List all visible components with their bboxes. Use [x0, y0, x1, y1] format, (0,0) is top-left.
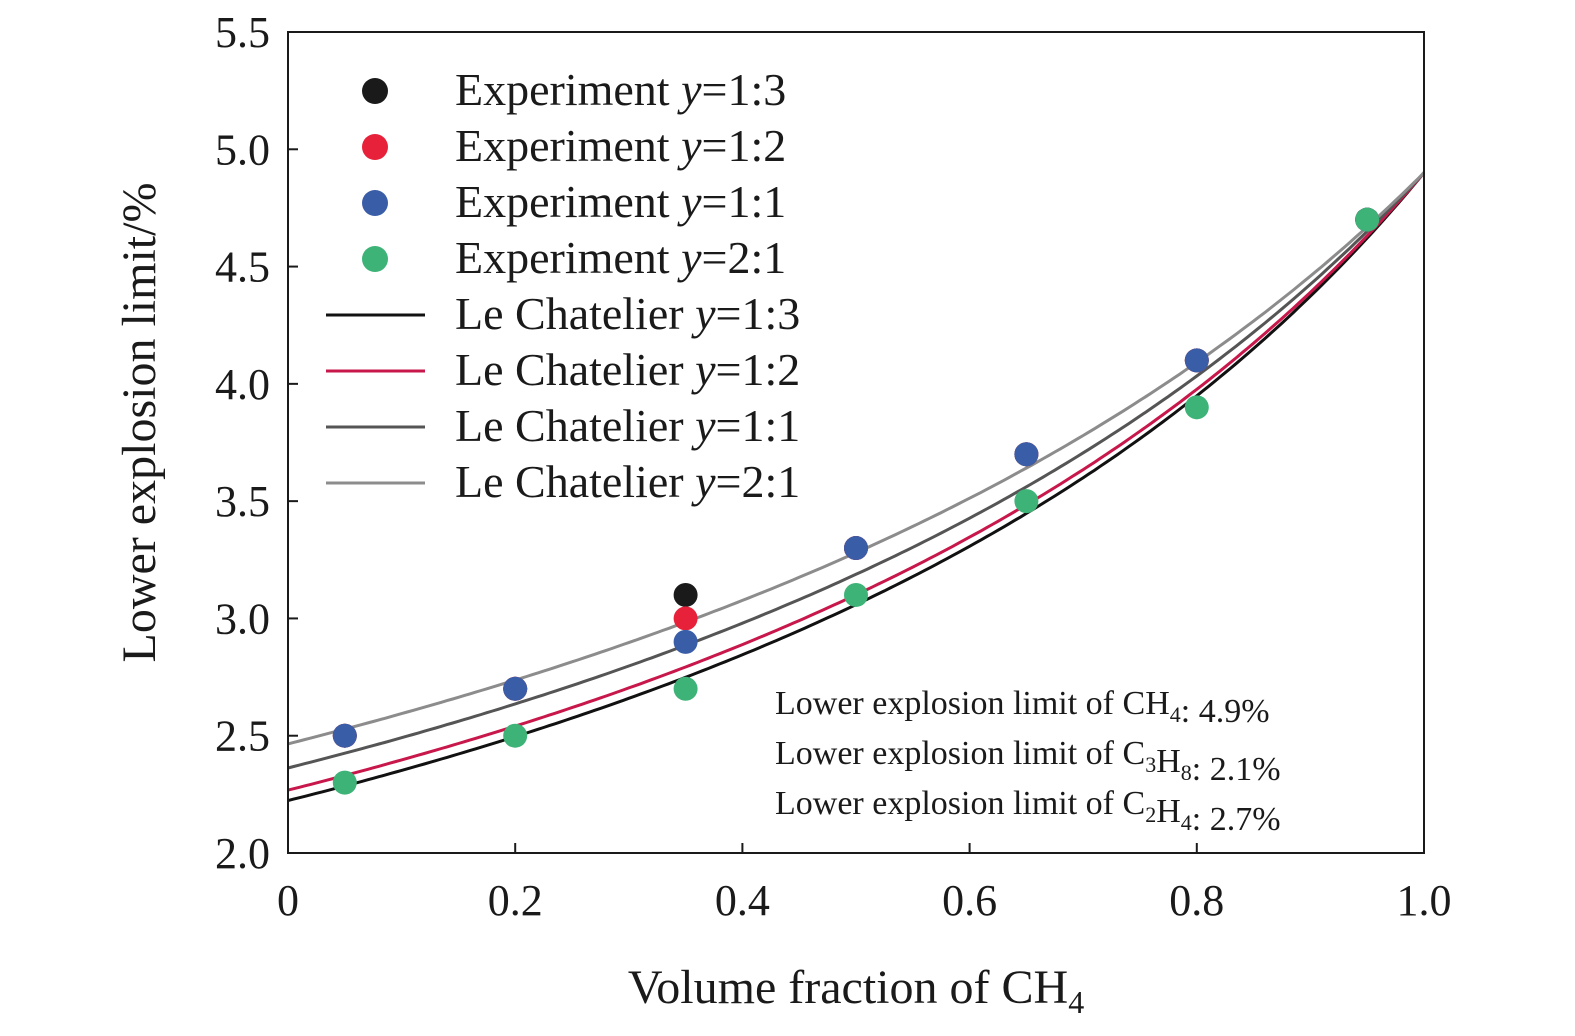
x-tick-label: 0.6	[942, 876, 997, 925]
x-axis-label-main: Volume fraction of CH	[628, 961, 1068, 1014]
annotation-text: Lower explosion limit of C3H8: 2.1%	[775, 735, 1281, 788]
legend-label: Experiment y=1:2	[455, 120, 786, 171]
data-point	[1014, 442, 1039, 467]
x-tick-label: 1.0	[1397, 876, 1452, 925]
legend-label: Experiment y=2:1	[455, 232, 786, 283]
data-point	[503, 676, 528, 701]
data-point	[844, 582, 868, 607]
legend-marker	[362, 246, 388, 272]
data-point	[1184, 348, 1209, 373]
model-curve	[287, 171, 1426, 770]
y-axis-label: Lower explosion limit/%	[113, 183, 166, 663]
plot-frame	[287, 31, 1425, 854]
legend-marker	[362, 134, 388, 160]
y-tick-label: 2.0	[215, 829, 270, 878]
data-point	[503, 723, 528, 748]
legend-marker	[362, 78, 388, 104]
legend-label: Experiment y=1:1	[455, 176, 786, 227]
legend-marker	[362, 190, 388, 216]
experiment-points	[332, 207, 1380, 795]
annotation-text: Lower explosion limit of CH4: 4.9%	[775, 685, 1270, 730]
y-tick-label: 4.0	[215, 360, 270, 409]
legend-label: Le Chatelier y=1:2	[455, 344, 800, 395]
annotations: Lower explosion limit of CH4: 4.9% Lower …	[775, 685, 1281, 838]
data-point	[1355, 207, 1380, 232]
legend-label: Le Chatelier y=2:1	[455, 456, 800, 507]
data-point	[673, 629, 698, 654]
data-point	[673, 676, 698, 701]
annotation-text: Lower explosion limit of C2H4: 2.7%	[775, 785, 1281, 838]
y-tick-label: 3.5	[215, 477, 270, 526]
data-point	[673, 606, 698, 631]
legend-label: Experiment y=1:3	[455, 64, 786, 115]
axis-ticks: 0 0.2 0.4 0.6 0.8 1.0 2.0 2.5 3.0 3.5 4.0 4.5 5.0 5.5	[215, 8, 1452, 925]
data-point	[1014, 489, 1039, 514]
x-tick-label: 0.2	[488, 876, 543, 925]
x-tick-label: 0.4	[715, 876, 770, 925]
x-tick-label: 0.8	[1169, 876, 1224, 925]
y-tick-label: 2.5	[215, 712, 270, 761]
x-tick-label: 0	[277, 876, 299, 925]
y-tick-label: 5.5	[215, 8, 270, 57]
x-axis-label-sub: 4	[1068, 984, 1084, 1020]
data-point	[844, 536, 868, 561]
data-point	[1184, 395, 1209, 420]
y-tick-label: 4.5	[215, 243, 270, 292]
y-tick-label: 3.0	[215, 594, 270, 643]
legend-label: Le Chatelier y=1:1	[455, 400, 800, 451]
data-point	[332, 770, 357, 795]
data-point	[332, 723, 357, 748]
legend-label: Le Chatelier y=1:3	[455, 288, 800, 339]
x-axis-label: Volume fraction of CH4	[628, 961, 1084, 1020]
data-point	[673, 582, 698, 607]
y-tick-label: 5.0	[215, 125, 270, 174]
